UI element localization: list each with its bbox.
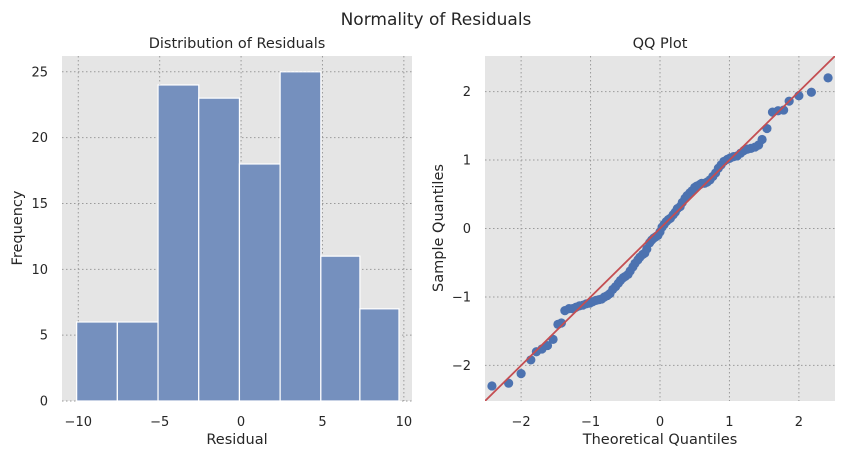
histogram-title: Distribution of Residuals bbox=[149, 36, 326, 52]
qq-title: QQ Plot bbox=[633, 36, 688, 52]
y-tick-label: −1 bbox=[452, 290, 471, 305]
qq-x-label: Theoretical Quantiles bbox=[582, 432, 738, 448]
x-tick-label: −2 bbox=[512, 415, 531, 430]
x-tick-label: 10 bbox=[396, 415, 413, 430]
histogram-bars bbox=[76, 71, 400, 402]
figure-title: Normality of Residuals bbox=[341, 10, 532, 30]
x-tick-label: −10 bbox=[65, 415, 92, 430]
histogram-bar bbox=[198, 97, 241, 402]
qq-point bbox=[487, 381, 497, 391]
y-tick-label: 2 bbox=[463, 85, 471, 100]
histogram-bar bbox=[157, 84, 200, 402]
y-tick-label: 5 bbox=[40, 329, 48, 344]
y-tick-label: 0 bbox=[40, 395, 48, 410]
y-tick-label: −2 bbox=[452, 359, 471, 374]
qq-x-ticks: −2 −1 0 1 2 bbox=[512, 415, 804, 430]
qq-y-ticks: −2 −1 0 1 2 bbox=[452, 85, 471, 374]
x-tick-label: −5 bbox=[150, 415, 169, 430]
y-tick-label: 15 bbox=[31, 197, 48, 212]
qq-point bbox=[556, 318, 566, 328]
x-tick-label: 0 bbox=[656, 415, 664, 430]
x-tick-label: 2 bbox=[795, 415, 803, 430]
qq-point bbox=[757, 134, 767, 145]
histogram-y-label: Frequency bbox=[10, 190, 26, 265]
y-tick-label: 1 bbox=[463, 154, 471, 169]
qq-point bbox=[823, 73, 833, 83]
qq-point bbox=[516, 369, 526, 379]
qq-point bbox=[806, 87, 816, 97]
histogram-x-label: Residual bbox=[206, 432, 267, 448]
x-tick-label: 0 bbox=[237, 415, 245, 430]
histogram-bar bbox=[320, 255, 361, 402]
y-tick-label: 10 bbox=[31, 263, 48, 278]
x-tick-label: 1 bbox=[725, 415, 733, 430]
x-tick-label: 5 bbox=[318, 415, 326, 430]
histogram-y-ticks: 0 5 10 15 20 25 bbox=[31, 65, 48, 409]
histogram-x-ticks: −10 −5 0 5 10 bbox=[65, 415, 413, 430]
histogram-bar bbox=[76, 321, 118, 402]
qq-panel: −2 −1 0 1 2 −2 −1 0 1 2 QQ Plot Theoretical Quan… bbox=[431, 36, 835, 448]
qq-point bbox=[542, 340, 553, 351]
histogram-bar bbox=[238, 163, 281, 402]
qq-y-label: Sample Quantiles bbox=[431, 164, 447, 292]
qq-reference-line bbox=[485, 56, 835, 401]
y-tick-label: 0 bbox=[463, 222, 471, 237]
x-tick-label: −1 bbox=[581, 415, 600, 430]
histogram-bar bbox=[359, 308, 400, 402]
histogram-bar bbox=[116, 321, 159, 402]
y-tick-label: 20 bbox=[31, 131, 48, 146]
histogram-bar bbox=[279, 71, 322, 402]
y-tick-label: 25 bbox=[31, 65, 48, 80]
histogram-panel: −10 −5 0 5 10 0 5 10 15 20 25 Distribution of Res… bbox=[10, 36, 412, 448]
